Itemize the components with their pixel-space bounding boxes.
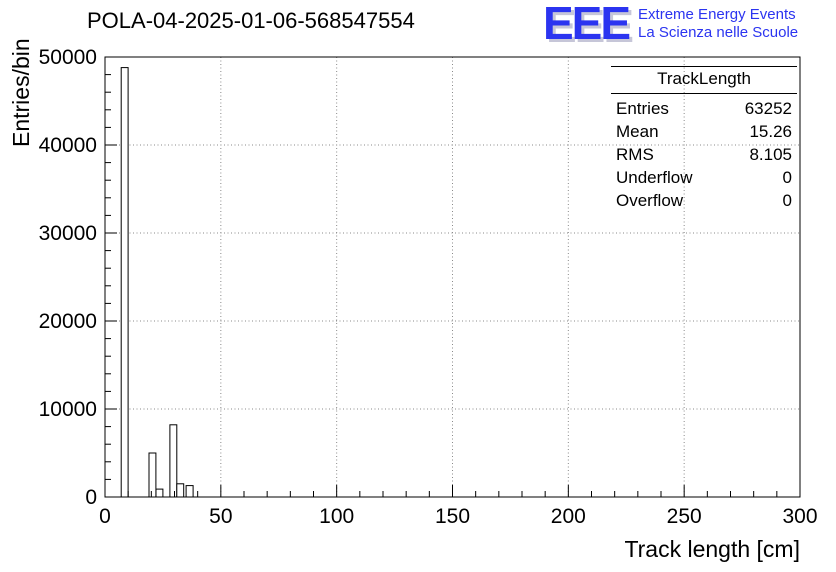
stats-box-title: TrackLength: [611, 67, 797, 94]
stats-row-label: Mean: [616, 122, 659, 141]
stats-row: Entries 63252: [616, 97, 792, 120]
eee-logo-caption: Extreme Energy Events La Scienza nelle S…: [638, 2, 798, 42]
stats-row-value: 8.105: [749, 145, 792, 164]
y-tick-label: 40000: [39, 134, 97, 157]
stats-row-value: 0: [782, 191, 792, 210]
eee-logo-caption-line1: Extreme Energy Events: [638, 6, 796, 23]
stats-row-value: 15.26: [749, 122, 792, 141]
histogram-bar: [155, 488, 164, 498]
y-axis-title: Entries/bin: [8, 38, 34, 147]
stats-row-label: Overflow: [616, 191, 684, 210]
eee-logo-letters: EEE: [543, 0, 631, 49]
stats-row: Mean 15.26: [616, 120, 792, 143]
gridlines: [105, 57, 800, 497]
axis-tick-labels: 0 50 100 150 200 250 300 0 10000 20000 30000 40000 5…: [39, 46, 818, 528]
x-tick-label: 0: [99, 505, 111, 528]
stats-row-label: RMS: [616, 145, 654, 164]
stats-row: Overflow 0: [616, 189, 792, 212]
x-tick-label: 300: [782, 505, 817, 528]
y-tick-label: 10000: [39, 398, 97, 421]
stats-row-label: Entries: [616, 99, 669, 118]
stats-row-value: 0: [782, 168, 792, 187]
stats-row-value: 63252: [744, 99, 792, 118]
histogram-bar: [185, 485, 194, 498]
y-tick-label: 20000: [39, 310, 97, 333]
stats-box-rows: Entries 63252 Mean 15.26 RMS 8.105 Underflow 0 O…: [611, 94, 797, 212]
histogram-bar: [176, 483, 185, 498]
stats-row-label: Underflow: [616, 168, 693, 187]
stats-row: Underflow 0: [616, 166, 792, 189]
stats-row: RMS 8.105: [616, 143, 792, 166]
x-tick-label: 250: [667, 505, 702, 528]
eee-logo-caption-line2: La Scienza nelle Scuole: [638, 24, 799, 41]
y-tick-label: 30000: [39, 222, 97, 245]
stats-box: TrackLength Entries 63252 Mean 15.26 RMS 8.10…: [611, 66, 797, 212]
histogram-bars: [120, 67, 194, 498]
x-tick-label: 150: [435, 505, 470, 528]
x-tick-label: 200: [551, 505, 586, 528]
y-tick-label: 50000: [39, 46, 97, 69]
histogram-bar: [169, 424, 178, 498]
histogram-bar: [120, 67, 129, 498]
y-tick-label: 0: [85, 486, 97, 509]
x-tick-label: 100: [319, 505, 354, 528]
x-axis-title: Track length [cm]: [624, 536, 800, 562]
plot-title: POLA-04-2025-01-06-568547554: [87, 8, 415, 33]
x-tick-label: 50: [209, 505, 232, 528]
histogram-bar: [148, 452, 157, 498]
eee-logo: EEE Extreme Energy Events La Scienza nel…: [543, 0, 798, 49]
axis-ticks: [104, 56, 801, 498]
